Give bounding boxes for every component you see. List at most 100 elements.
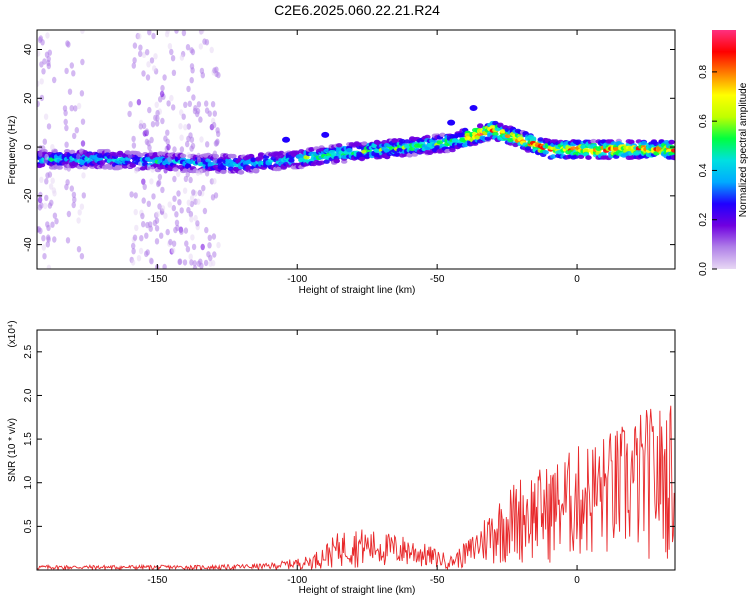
heatmap-cell	[63, 164, 68, 171]
heatmap-cell	[138, 44, 143, 51]
heatmap-cell	[160, 205, 166, 212]
heatmap-cell	[76, 153, 81, 160]
heatmap-cell	[160, 84, 165, 92]
heatmap-cell	[217, 158, 224, 163]
heatmap-cell	[42, 253, 47, 260]
heatmap-x-tick-label: -100	[287, 274, 307, 285]
heatmap-cell	[188, 176, 193, 184]
heatmap-cell	[179, 228, 184, 235]
heatmap-cell	[47, 49, 52, 56]
snr-y-tick-label: 1.5	[23, 432, 34, 446]
heatmap-cell	[196, 198, 201, 205]
heatmap-cell	[147, 30, 152, 36]
heatmap-cell	[190, 234, 195, 241]
heatmap-cell	[195, 110, 200, 118]
snr-x-tick-label: -50	[430, 575, 445, 586]
heatmap-cell	[590, 138, 597, 144]
snr-y-multiplier: (x10⁴)	[7, 320, 18, 347]
heatmap-cell	[76, 246, 82, 253]
heatmap-cell	[164, 31, 170, 38]
heatmap-cell	[191, 94, 196, 101]
heatmap-cell	[282, 136, 291, 143]
heatmap-cell	[211, 233, 217, 240]
heatmap-cell	[190, 67, 195, 74]
heatmap-cell	[41, 235, 46, 242]
heatmap-cell	[171, 247, 176, 254]
heatmap-cell	[130, 259, 136, 266]
heatmap-cell	[288, 158, 295, 163]
snr-y-tick-label: 0.5	[23, 519, 34, 533]
heatmap-cell	[671, 155, 675, 160]
heatmap-cell	[212, 67, 217, 74]
heatmap-cell	[187, 100, 192, 108]
heatmap-cell	[142, 183, 147, 190]
heatmap-cell	[169, 48, 174, 56]
heatmap-cell	[204, 170, 210, 177]
heatmap-cell	[81, 192, 87, 199]
heatmap-cell	[155, 211, 160, 218]
colorbar-label: Normalized spectral amplitude	[738, 82, 749, 217]
heatmap-cell	[172, 167, 179, 172]
heatmap-cell	[38, 162, 46, 168]
heatmap-cell	[52, 236, 57, 243]
heatmap-cell	[280, 165, 287, 170]
heatmap-cell	[207, 110, 212, 117]
heatmap-cell	[213, 192, 219, 199]
heatmap-cell	[177, 258, 182, 266]
heatmap-cell	[208, 254, 213, 262]
snr-series-line	[37, 405, 675, 570]
heatmap-ylabel: Frequency (Hz)	[7, 116, 18, 185]
snr-ylabel: SNR (10 * v/v)	[7, 418, 18, 482]
heatmap-cell	[134, 224, 139, 232]
heatmap-cell	[63, 118, 68, 126]
heatmap-cell	[469, 105, 478, 112]
heatmap-cell	[186, 85, 191, 93]
heatmap-cell	[211, 121, 217, 129]
heatmap-cell	[185, 140, 190, 148]
heatmap-cell	[167, 166, 174, 171]
heatmap-cell	[151, 32, 156, 40]
heatmap-cell	[189, 77, 194, 84]
heatmap-cell	[176, 170, 181, 178]
heatmap-cell	[71, 70, 76, 77]
heatmap-cell	[159, 232, 164, 239]
heatmap-cell	[76, 217, 81, 224]
snr-frame	[36, 329, 676, 571]
heatmap-cell	[149, 178, 154, 185]
colorbar: 0.0 0.2 0.4 0.6 0.8 Normalized spectral ampl…	[698, 30, 749, 276]
heatmap-cell	[64, 141, 69, 148]
heatmap-cell	[212, 157, 218, 164]
heatmap-axes: -150 -100 -50 0 40 20 0 -20 -40	[23, 30, 675, 285]
heatmap-cell	[201, 184, 206, 192]
heatmap-cell	[46, 62, 51, 70]
heatmap-cell	[132, 234, 138, 241]
heatmap-panel: -150 -100 -50 0 40 20 0 -20 -40 Height of straig…	[7, 29, 676, 296]
heatmap-cell	[172, 146, 177, 153]
heatmap-cell	[131, 242, 136, 250]
heatmap-cell	[65, 237, 71, 244]
heatmap-cell	[147, 144, 152, 151]
heatmap-cell	[138, 123, 143, 130]
heatmap-cell	[193, 214, 198, 222]
heatmap-cell	[73, 105, 78, 112]
heatmap-cell	[146, 61, 151, 68]
heatmap-cell	[129, 163, 136, 168]
heatmap-cell	[47, 202, 53, 209]
heatmap-cell	[38, 227, 43, 235]
colorbar-tick-label: 0.8	[698, 64, 709, 78]
heatmap-cell	[449, 147, 456, 153]
snr-x-tick-label: 0	[574, 575, 580, 586]
heatmap-cell	[69, 105, 74, 112]
heatmap-cell	[179, 146, 185, 153]
heatmap-cell	[171, 69, 177, 77]
heatmap-cell	[361, 141, 368, 146]
heatmap-cell	[167, 43, 173, 50]
heatmap-cell	[575, 139, 582, 144]
heatmap-cell	[323, 159, 330, 164]
heatmap-cell	[444, 148, 451, 154]
heatmap-cell	[56, 165, 63, 170]
heatmap-cell	[436, 140, 444, 145]
heatmap-cell	[43, 113, 49, 120]
heatmap-cell	[45, 32, 50, 39]
heatmap-cell	[79, 253, 85, 260]
